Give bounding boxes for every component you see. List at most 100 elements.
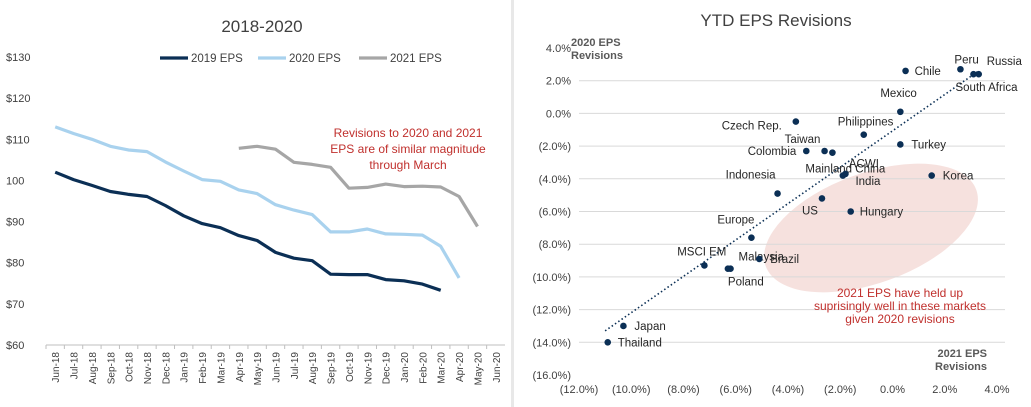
x-tick-label: Mar-20 (437, 352, 448, 384)
x-tick-label: Dec-18 (161, 352, 172, 385)
x-tick-label: Feb-20 (418, 352, 429, 384)
right-chart-title: YTD EPS Revisions (700, 11, 851, 30)
y-tick-label: $70 (6, 299, 24, 311)
series-line-2020-eps (54, 125, 461, 279)
annotation-line: Revisions to 2020 and 2021 (334, 126, 483, 140)
x-tick-label: Jul-19 (290, 352, 301, 380)
y-axis-title-line2: Revisions (571, 50, 623, 62)
point-czech-rep- (792, 118, 800, 125)
y-tick-label: 100 (6, 175, 24, 187)
point-label: Czech Rep. (722, 121, 782, 133)
x-tick-label: (12.0%) (560, 384, 599, 396)
point-label: Poland (728, 277, 764, 289)
point-label: Mexico (880, 88, 916, 100)
point-label: Thailand (618, 337, 662, 349)
point-chile (902, 67, 909, 75)
point-label: ACWI (849, 159, 879, 171)
x-tick-label: May-19 (253, 352, 264, 386)
point-label: Turkey (911, 139, 946, 151)
left-chart-panel: 2018-2020 $60 $70 $80 $90 100 $110 $120 $130 Ju… (0, 0, 511, 407)
point-label: Korea (943, 171, 974, 183)
x-tick-label: Jul-18 (70, 352, 81, 380)
x-tick-label: Nov-19 (363, 352, 374, 385)
y-tick-label: (12.0%) (532, 305, 571, 317)
y-tick-label: (6.0%) (539, 207, 571, 219)
x-tick-label: 2.0% (932, 384, 957, 396)
y-tick-label: (4.0%) (539, 174, 571, 186)
annotation-line: EPS are of similar magnitude (330, 142, 486, 156)
y-tick-label: (2.0%) (539, 141, 571, 153)
point-mexico (897, 108, 904, 116)
y-tick-label: (10.0%) (532, 272, 571, 284)
point-acwi (839, 172, 847, 179)
x-tick-label: Jun-20 (492, 352, 503, 383)
point-label: Hungary (860, 207, 904, 219)
x-axis-title-line1: 2021 EPS (937, 348, 987, 360)
point-taiwan (821, 147, 828, 155)
point-colombia (802, 147, 810, 155)
annotation-line: suprisingly well in these markets (814, 299, 986, 313)
point-hungary (847, 208, 854, 215)
point-label: Philippines (838, 117, 894, 129)
legend-label: 2019 EPS (191, 53, 243, 65)
x-tick-label: (6.0%) (720, 384, 752, 396)
x-tick-label: Apr-19 (235, 352, 246, 382)
highlight-ellipse (764, 163, 978, 293)
x-tick-label: Oct-19 (345, 352, 356, 382)
x-tick-label: Aug-18 (88, 352, 99, 385)
x-tick-label: Sep-18 (106, 352, 117, 385)
y-tick-label: (14.0%) (532, 337, 571, 349)
point-poland (724, 265, 732, 273)
point-brazil (755, 255, 763, 263)
annotation-line: 2021 EPS have held up (837, 286, 963, 300)
x-tick-label: (8.0%) (667, 384, 699, 396)
y-tick-label: 4.0% (546, 43, 571, 55)
x-tick-label: (2.0%) (824, 384, 856, 396)
x-tick-label: Nov-18 (143, 352, 154, 385)
point-peru (957, 65, 964, 73)
y-tick-label: (16.0%) (532, 370, 571, 382)
point-msci-em (701, 262, 708, 269)
point-label: US (802, 205, 818, 217)
eps-revisions-scatter: YTD EPS Revisions 4.0% 2.0% 0.0% (2.0%) (4.0… (532, 11, 1023, 396)
point-russia (975, 70, 983, 78)
point-south-africa (970, 70, 977, 78)
point-label: Russia (987, 56, 1023, 68)
point-thailand (604, 339, 612, 346)
point-label: Japan (634, 321, 665, 333)
x-tick-label: Oct-18 (125, 352, 136, 382)
point-us (818, 195, 826, 202)
x-tick-label: Feb-19 (198, 352, 209, 384)
y-tick-label: $110 (6, 134, 30, 146)
x-tick-label: 0.0% (880, 384, 905, 396)
point-japan (620, 322, 627, 330)
point-philippines (860, 131, 868, 138)
x-tick-label: Sep-19 (327, 352, 338, 385)
y-tick-label: $80 (6, 258, 24, 270)
legend-label: 2021 EPS (390, 53, 442, 65)
left-chart-title: 2018-2020 (221, 17, 302, 36)
y-tick-label: 2.0% (546, 76, 571, 88)
series-line-2019-eps (54, 170, 442, 292)
x-tick-label: Jun-19 (272, 352, 283, 383)
point-label: Colombia (748, 146, 797, 158)
y-tick-label: $60 (6, 340, 24, 352)
series-line-2021-eps (238, 144, 479, 228)
x-tick-label: May-20 (473, 352, 484, 386)
legend-label: 2020 EPS (289, 53, 341, 65)
y-tick-label: (8.0%) (539, 239, 571, 251)
point-indonesia (774, 190, 781, 197)
x-tick-label: Jun-18 (51, 352, 62, 383)
annotation-line: given 2020 revisions (845, 312, 954, 326)
y-tick-label: 0.0% (546, 108, 571, 120)
x-tick-label: Mar-19 (216, 352, 227, 384)
point-label: Europe (717, 215, 754, 227)
point-label: Mainland China (805, 164, 886, 176)
right-chart-panel: YTD EPS Revisions 4.0% 2.0% 0.0% (2.0%) (4.0… (514, 0, 1031, 407)
y-tick-label: $120 (6, 93, 30, 105)
point-label: Brazil (770, 254, 799, 266)
annotation-line: through March (369, 158, 446, 172)
point-label: Peru (954, 54, 978, 66)
point-label: South Africa (955, 82, 1018, 94)
point-mainland-china (829, 149, 836, 156)
